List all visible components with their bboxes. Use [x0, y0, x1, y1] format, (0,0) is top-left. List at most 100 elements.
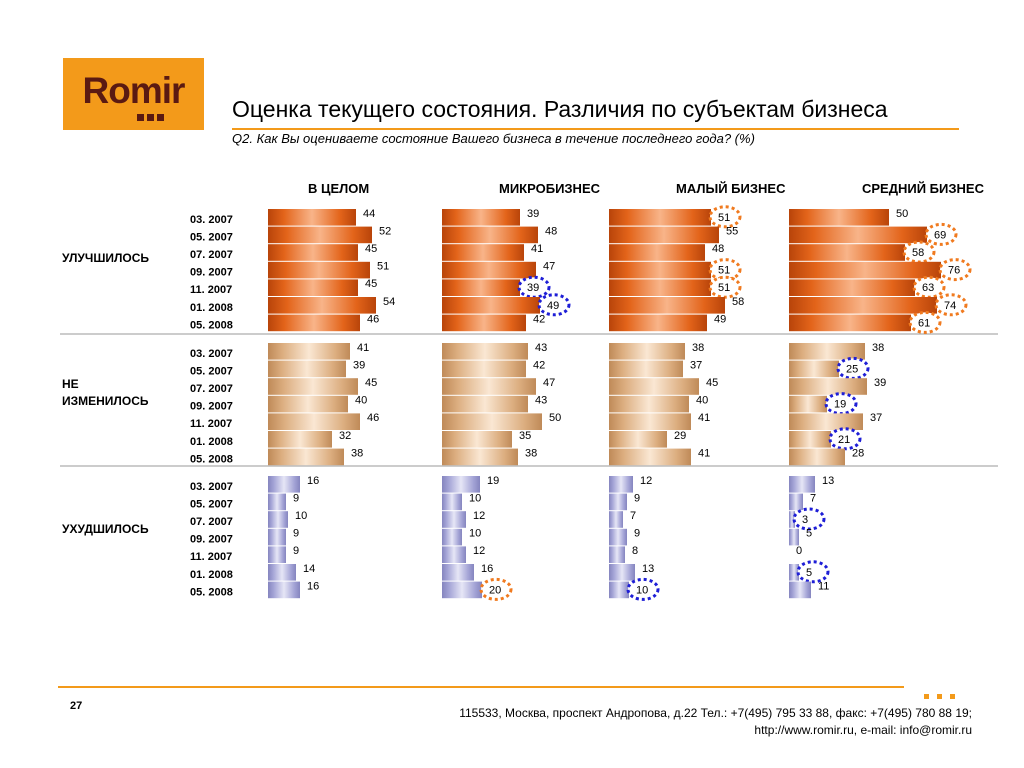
- bar: [609, 581, 629, 599]
- title-divider: [232, 128, 959, 130]
- bar-value-label: 39: [527, 282, 539, 294]
- bar-value-label: 54: [383, 296, 395, 308]
- bar: [609, 546, 625, 563]
- bar-value-label: 0: [796, 545, 802, 557]
- date-label: 01. 2008: [190, 569, 233, 581]
- date-label: 11. 2007: [190, 418, 232, 430]
- bar: [609, 413, 691, 430]
- date-label: 05. 2007: [190, 498, 233, 510]
- group-label: УЛУЧШИЛОСЬ: [62, 251, 149, 265]
- bar: [609, 261, 711, 279]
- date-label: 05. 2007: [190, 231, 233, 243]
- bar-value-label: 10: [636, 584, 648, 596]
- bar: [268, 413, 360, 430]
- bar: [268, 476, 300, 493]
- bar-value-label: 42: [533, 359, 545, 371]
- bar: [442, 279, 520, 296]
- bar: [789, 279, 915, 296]
- bar-value-label: 3: [802, 514, 808, 526]
- bar: [442, 448, 518, 466]
- bar-value-label: 51: [377, 261, 389, 273]
- bar-value-label: 41: [357, 342, 369, 354]
- bar: [442, 476, 480, 493]
- bar: [609, 378, 699, 395]
- highlight-circle: [924, 222, 958, 246]
- date-label: 05. 2008: [190, 453, 233, 465]
- highlight-circle: [934, 293, 968, 317]
- bar: [609, 511, 623, 528]
- bar: [609, 343, 685, 360]
- bar-value-label: 61: [918, 317, 930, 329]
- bar: [268, 279, 358, 296]
- bar: [789, 493, 803, 511]
- bar: [609, 431, 667, 448]
- bar-value-label: 25: [846, 363, 858, 375]
- bar-value-label: 38: [351, 447, 363, 459]
- date-label: 01. 2008: [190, 436, 233, 448]
- bar-value-label: 74: [944, 300, 956, 312]
- bar: [442, 546, 466, 563]
- bar-value-label: 16: [307, 475, 319, 487]
- bar-value-label: 43: [535, 395, 547, 407]
- bar-value-label: 9: [293, 545, 299, 557]
- bar-value-label: 7: [810, 492, 816, 504]
- bar-value-label: 21: [838, 434, 850, 446]
- bar: [268, 511, 288, 528]
- bar: [268, 546, 286, 563]
- bar: [789, 448, 845, 466]
- bar: [442, 226, 538, 244]
- bar-value-label: 7: [630, 510, 636, 522]
- bar-value-label: 55: [726, 225, 738, 237]
- bar-value-label: 50: [549, 412, 561, 424]
- bar-value-label: 42: [533, 313, 545, 325]
- bar-value-label: 47: [543, 261, 555, 273]
- bar: [442, 395, 528, 413]
- date-label: 07. 2007: [190, 383, 233, 395]
- bar: [609, 279, 711, 296]
- bar-value-label: 9: [634, 528, 640, 540]
- bar: [268, 360, 346, 378]
- bar: [268, 297, 376, 314]
- bar: [268, 564, 296, 581]
- bar: [789, 528, 799, 546]
- bar-value-label: 51: [718, 265, 730, 277]
- bar-value-label: 50: [896, 208, 908, 220]
- bar: [268, 528, 286, 546]
- date-label: 05. 2008: [190, 319, 233, 331]
- footer-address: 115533, Москва, проспект Андропова, д.22…: [459, 705, 972, 739]
- bar-value-label: 19: [834, 399, 846, 411]
- date-label: 09. 2007: [190, 401, 233, 413]
- bar-value-label: 76: [948, 265, 960, 277]
- bar-value-label: 58: [732, 296, 744, 308]
- bar: [789, 314, 911, 332]
- bar: [442, 314, 526, 332]
- column-header: СРЕДНИЙ БИЗНЕС: [862, 181, 985, 196]
- date-label: 05. 2008: [190, 586, 233, 598]
- bar: [789, 378, 867, 395]
- bar-value-label: 39: [353, 359, 365, 371]
- bar: [789, 564, 799, 581]
- bar: [609, 244, 705, 261]
- bar: [268, 226, 372, 244]
- bar: [789, 343, 865, 360]
- bar: [789, 511, 795, 528]
- bar-value-label: 32: [339, 430, 351, 442]
- bar-value-label: 5: [806, 528, 812, 540]
- bar-value-label: 48: [712, 243, 724, 255]
- highlight-circle: [938, 258, 972, 282]
- bar: [442, 581, 482, 599]
- column-header: МАЛЫЙ БИЗНЕС: [676, 181, 786, 196]
- bar-value-label: 38: [872, 342, 884, 354]
- bar-value-label: 13: [642, 563, 654, 575]
- bar: [268, 395, 348, 413]
- bar: [442, 297, 540, 314]
- date-label: 01. 2008: [190, 302, 233, 314]
- bar-value-label: 40: [355, 395, 367, 407]
- bar: [268, 431, 332, 448]
- bar-value-label: 47: [543, 377, 555, 389]
- bar-value-label: 48: [545, 225, 557, 237]
- logo-dots: [137, 108, 167, 121]
- bar: [609, 314, 707, 332]
- bar: [609, 493, 627, 511]
- bar: [442, 511, 466, 528]
